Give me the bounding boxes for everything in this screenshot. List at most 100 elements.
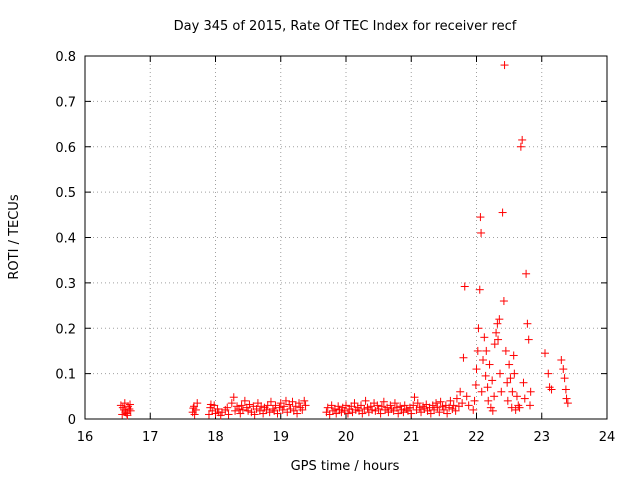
data-point	[298, 405, 307, 414]
data-point	[506, 374, 515, 383]
data-point	[469, 405, 478, 414]
data-point	[366, 402, 375, 411]
data-point	[510, 369, 519, 378]
data-point	[473, 346, 482, 355]
data-point	[483, 383, 492, 392]
data-point	[350, 399, 359, 408]
x-tick-label: 24	[599, 430, 616, 445]
data-point	[488, 406, 497, 415]
data-point	[407, 409, 416, 418]
data-point	[288, 397, 297, 406]
data-points	[116, 61, 572, 420]
data-point	[485, 360, 494, 369]
data-point	[471, 380, 480, 389]
data-point	[389, 406, 398, 415]
data-point	[286, 405, 295, 414]
data-point	[451, 406, 460, 415]
data-point	[479, 356, 488, 365]
data-point	[223, 403, 232, 412]
data-point	[213, 405, 222, 414]
data-point	[490, 340, 499, 349]
data-point	[123, 411, 132, 420]
data-point	[210, 401, 219, 410]
data-point	[515, 403, 524, 412]
data-point	[193, 399, 202, 408]
data-point	[519, 378, 528, 387]
data-point	[396, 402, 405, 411]
data-point	[125, 405, 134, 414]
data-point	[409, 401, 418, 410]
chart-title: Day 345 of 2015, Rate Of TEC Index for r…	[174, 19, 517, 34]
data-point	[204, 410, 213, 419]
data-point	[291, 402, 300, 411]
data-point	[446, 396, 455, 405]
y-tick-label: 0.5	[55, 186, 76, 201]
data-point	[495, 369, 504, 378]
grid-lines	[85, 56, 607, 419]
data-point	[477, 387, 486, 396]
x-tick-label: 20	[338, 430, 355, 445]
data-point	[402, 405, 411, 414]
data-point	[490, 392, 499, 401]
data-point	[452, 394, 461, 403]
data-point	[470, 396, 479, 405]
data-point	[475, 285, 484, 294]
data-point	[481, 371, 490, 380]
data-point	[293, 409, 302, 418]
data-point	[494, 335, 503, 344]
data-point	[273, 409, 282, 418]
data-point	[278, 405, 287, 414]
data-point	[357, 401, 366, 410]
data-point	[507, 403, 516, 412]
data-point	[492, 328, 501, 337]
data-point	[526, 387, 535, 396]
data-point	[410, 393, 419, 402]
data-point	[503, 378, 512, 387]
data-point	[448, 405, 457, 414]
data-point	[361, 396, 370, 405]
data-point	[477, 228, 486, 237]
data-point	[503, 396, 512, 405]
data-point	[244, 406, 253, 415]
data-point	[512, 392, 521, 401]
data-point	[343, 409, 352, 418]
data-point	[252, 405, 261, 414]
data-point	[462, 392, 471, 401]
data-point	[237, 401, 246, 410]
data-point	[505, 360, 514, 369]
x-tick-label: 23	[533, 430, 550, 445]
data-point	[443, 409, 452, 418]
data-point	[400, 401, 409, 410]
data-point	[523, 319, 532, 328]
data-point	[300, 396, 309, 405]
y-tick-label: 0.4	[55, 232, 76, 247]
data-point	[460, 282, 469, 291]
data-point	[257, 402, 266, 411]
data-point	[495, 315, 504, 324]
data-point	[229, 393, 238, 402]
data-point	[231, 406, 240, 415]
data-point	[464, 401, 473, 410]
data-point	[545, 383, 554, 392]
data-point	[266, 397, 275, 406]
data-point	[497, 387, 506, 396]
data-point	[190, 410, 199, 419]
data-point	[458, 399, 467, 408]
data-point	[522, 269, 531, 278]
axis-ticks	[84, 55, 608, 420]
data-point	[281, 396, 290, 405]
data-point	[379, 397, 388, 406]
data-point	[459, 353, 468, 362]
y-axis-label: ROTI / TECUs	[7, 194, 22, 279]
x-tick-labels: 16 17 18 19 20 21 22 23 24	[77, 430, 616, 445]
data-point	[342, 401, 350, 410]
data-point	[508, 387, 517, 396]
data-point	[562, 394, 571, 403]
data-point	[417, 408, 426, 417]
data-point	[526, 401, 535, 410]
data-point	[301, 401, 310, 410]
data-point	[520, 394, 529, 403]
data-point	[206, 400, 215, 409]
data-point	[347, 402, 356, 411]
